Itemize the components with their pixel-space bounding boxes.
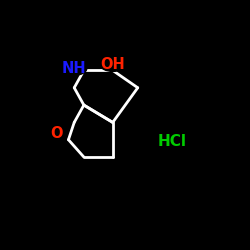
Text: HCl: HCl: [158, 134, 187, 149]
Text: NH: NH: [62, 61, 86, 76]
Ellipse shape: [100, 58, 125, 71]
Text: O: O: [51, 126, 63, 142]
Text: OH: OH: [100, 57, 125, 72]
Ellipse shape: [50, 127, 64, 141]
Ellipse shape: [62, 62, 87, 75]
